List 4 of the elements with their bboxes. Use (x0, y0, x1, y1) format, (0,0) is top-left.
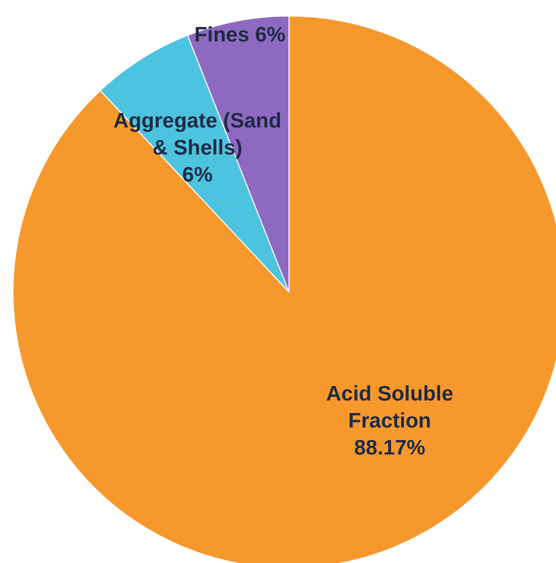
slice-label: Fines 6% (194, 22, 286, 46)
slice-label: Acid Soluble Fraction (326, 382, 454, 432)
data-label: 88.17% (354, 436, 426, 459)
data-label: 6% (182, 162, 213, 186)
